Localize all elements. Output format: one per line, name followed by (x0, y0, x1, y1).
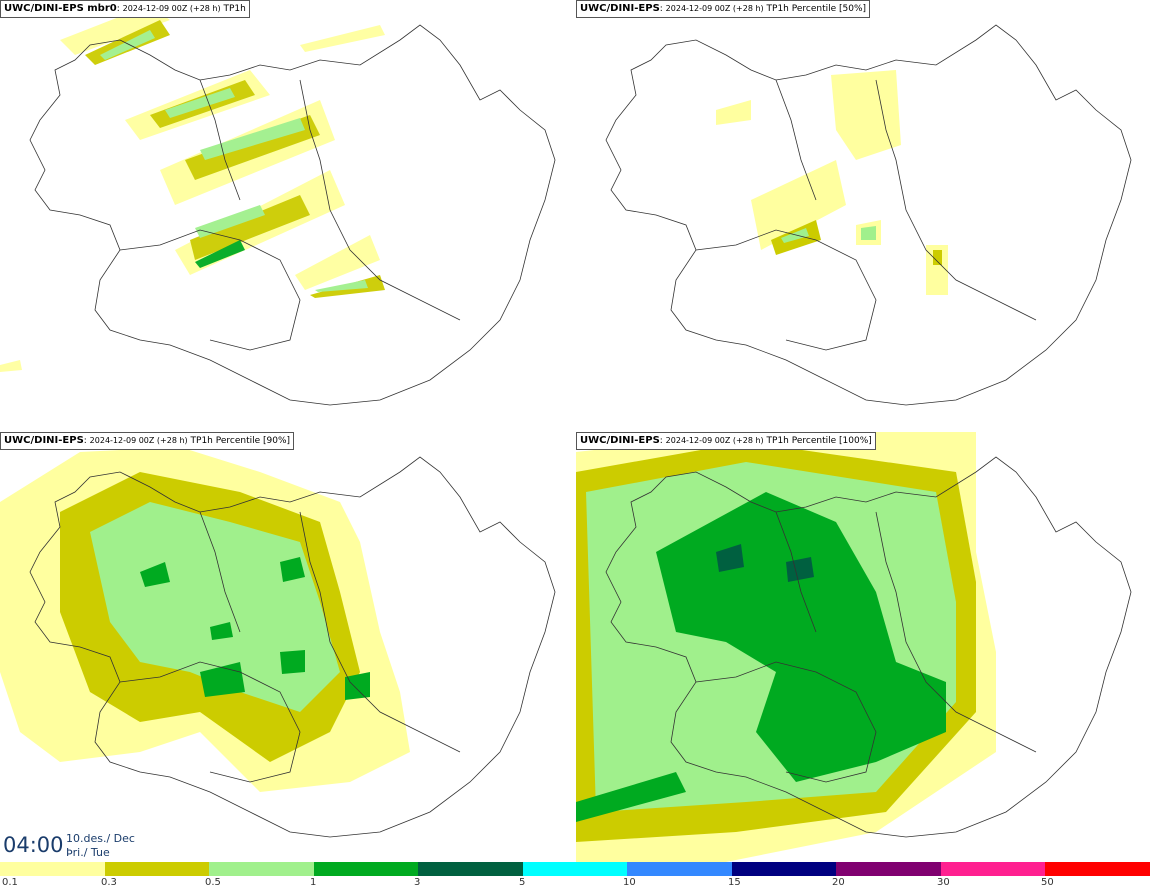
colorbar-tick-label: 50 (1041, 877, 1054, 888)
coastline (29, 456, 556, 838)
colorbar-segment (627, 862, 732, 876)
colorbar-segment (418, 862, 523, 876)
colorbar-segment (209, 862, 314, 876)
colorbar-tick-label: 30 (937, 877, 950, 888)
precip-map (0, 5, 556, 406)
colorbar-tick-label: 10 (623, 877, 636, 888)
panel-title: UWC/DINI-EPS: 2024-12-09 00Z (+28 h) TP1… (576, 0, 871, 18)
colorbar-tick-label: 3 (414, 877, 421, 888)
colorbar-tick-label: 0.3 (101, 877, 117, 888)
precip-map (576, 432, 1132, 862)
precip-field (0, 5, 385, 372)
colorbar-segment (522, 862, 628, 876)
panel-title: UWC/DINI-EPS mbr0: 2024-12-09 00Z (+28 h… (0, 0, 250, 18)
colorbar-segment (104, 862, 210, 876)
precip-field (0, 447, 410, 792)
precip-field (716, 70, 948, 295)
precip-map (605, 24, 1132, 406)
colorbar-tick-label: 20 (832, 877, 845, 888)
map-panel-p90: UWC/DINI-EPS: 2024-12-09 00Z (+28 h) TP1… (0, 432, 574, 862)
colorbar-segment (836, 862, 941, 876)
colorbar-tick-label: 1 (310, 877, 317, 888)
colorbar-segment (313, 862, 419, 876)
valid-date-line1: 10.des./ Dec (66, 832, 135, 845)
colorbar-segment (940, 862, 1046, 876)
colorbar-ticks: 0.1 0.3 0.5 1 3 5 10 15 20 30 50 (0, 877, 1150, 891)
colorbar-tick-label: 0.5 (205, 877, 221, 888)
precip-field (576, 432, 996, 862)
colorbar-tick-label: 5 (519, 877, 526, 888)
coastline (605, 456, 1132, 838)
colorbar-segment (0, 862, 105, 876)
precip-map (0, 447, 556, 838)
valid-time: 04:00 (3, 833, 64, 857)
valid-time-box: 04:00 10.des./ Dec Þri./ Tue (0, 829, 135, 861)
valid-date-line2: Þri./ Tue (66, 846, 110, 859)
precip-colorbar (0, 862, 1150, 876)
panel-title: UWC/DINI-EPS: 2024-12-09 00Z (+28 h) TP1… (576, 432, 876, 450)
map-panel-mbr0: UWC/DINI-EPS mbr0: 2024-12-09 00Z (+28 h… (0, 0, 574, 430)
colorbar-tick-label: 15 (728, 877, 741, 888)
colorbar-segment (1045, 862, 1150, 876)
colorbar-tick-label: 0.1 (2, 877, 18, 888)
coastline (29, 24, 556, 406)
coastline (605, 24, 1132, 406)
panel-title: UWC/DINI-EPS: 2024-12-09 00Z (+28 h) TP1… (0, 432, 295, 450)
map-panel-p50: UWC/DINI-EPS: 2024-12-09 00Z (+28 h) TP1… (576, 0, 1150, 430)
map-panel-p100: UWC/DINI-EPS: 2024-12-09 00Z (+28 h) TP1… (576, 432, 1150, 862)
colorbar-segment (731, 862, 837, 876)
